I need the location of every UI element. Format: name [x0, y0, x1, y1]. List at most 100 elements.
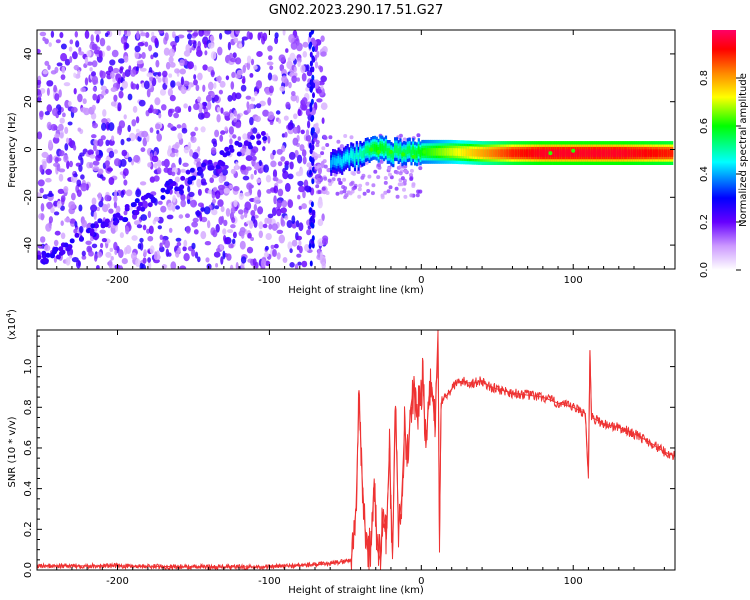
noise-blob [106, 167, 113, 172]
noise-blob [153, 162, 158, 169]
noise-blob [296, 253, 302, 258]
noise-blob [232, 134, 237, 139]
noise-blob [79, 152, 85, 157]
signal-band [479, 151, 482, 155]
noise-vertical-blob [308, 142, 312, 149]
snr-xtick-label: 100 [564, 576, 583, 587]
noise-blob [100, 85, 107, 91]
signal-band [632, 151, 635, 155]
halo-blob [350, 189, 355, 194]
colorbar-axes: 0.0 0.2 0.4 0.6 0.8 [699, 70, 741, 278]
noise-blob [281, 200, 288, 208]
noise-vertical-blob [308, 186, 312, 193]
noise-blob [254, 115, 261, 123]
noise-blob [147, 235, 154, 242]
signal-band [421, 150, 424, 154]
noise-streak-blob [134, 198, 140, 204]
noise-blob [76, 259, 81, 269]
noise-blob [139, 181, 147, 186]
noise-blob [162, 238, 166, 245]
noise-blob [147, 210, 152, 219]
noise-blob [95, 149, 100, 156]
noise-blob [264, 245, 269, 251]
noise-blob [137, 243, 142, 250]
noise-blob [135, 189, 142, 198]
noise-blob [208, 81, 214, 91]
noise-blob [73, 144, 77, 151]
noise-blob [157, 167, 162, 175]
halo-blob [328, 135, 333, 140]
noise-streak-blob [123, 217, 129, 223]
signal-band [497, 151, 501, 155]
snr-axes: -200 -100 0 100 0.0 0.2 0.4 0.6 0.8 1.0 [23, 330, 675, 587]
signal-band [600, 151, 603, 155]
noise-vertical-blob [312, 217, 316, 224]
noise-blob [69, 160, 73, 168]
noise-blob [269, 120, 274, 125]
signal-band [428, 150, 431, 154]
noise-blob [97, 168, 104, 175]
noise-blob [246, 246, 254, 254]
noise-blob [120, 158, 127, 167]
noise-blob [313, 81, 320, 89]
noise-blob [109, 247, 114, 252]
noise-blob [147, 261, 152, 269]
halo-blob [338, 181, 343, 185]
signal-band [528, 151, 532, 155]
halo-blob [386, 189, 391, 194]
noise-blob [161, 160, 165, 166]
noise-blob [159, 246, 165, 253]
noise-blob [161, 104, 167, 111]
noise-blob [159, 234, 163, 240]
noise-blob [80, 182, 88, 192]
noise-streak-blob [237, 142, 243, 148]
noise-streak-blob [115, 212, 121, 218]
noise-blob [130, 69, 137, 77]
noise-blob [218, 175, 224, 184]
halo-blob [416, 189, 421, 194]
noise-blob [39, 187, 44, 194]
noise-blob [136, 30, 140, 40]
noise-blob [93, 211, 97, 220]
noise-blob [68, 46, 73, 52]
noise-blob [191, 242, 196, 250]
signal-band [383, 147, 386, 151]
noise-blob [114, 249, 118, 256]
noise-blob [166, 214, 174, 220]
noise-blob [50, 30, 55, 38]
noise-blob [46, 154, 52, 164]
noise-blob [213, 82, 217, 89]
noise-streak-blob [224, 146, 230, 152]
signal-band [355, 151, 358, 155]
noise-blob [280, 207, 287, 214]
noise-blob [253, 203, 258, 212]
signal-band [410, 151, 413, 156]
noise-vertical-blob [309, 260, 313, 267]
noise-vertical-blob [309, 60, 313, 67]
noise-blob [282, 257, 288, 263]
signal-band [594, 151, 597, 155]
noise-blob [188, 105, 192, 113]
noise-vertical-blob [309, 207, 312, 214]
noise-blob [176, 124, 182, 129]
noise-blob [157, 71, 162, 77]
noise-blob [194, 126, 199, 132]
noise-blob [111, 49, 119, 58]
noise-blob [297, 108, 301, 117]
noise-blob [212, 198, 216, 204]
noise-blob [202, 64, 208, 71]
noise-blob [276, 252, 281, 260]
signal-band [503, 151, 506, 155]
signal-band [532, 151, 535, 155]
halo-blob [416, 133, 421, 138]
noise-streak-blob [147, 202, 153, 208]
signal-band [629, 151, 632, 155]
noise-vertical-blob [309, 86, 313, 93]
halo-blob [351, 186, 356, 191]
signal-band [463, 150, 466, 154]
signal-band [558, 151, 561, 155]
noise-blob [168, 48, 175, 58]
noise-blob [267, 111, 275, 121]
noise-blob [42, 36, 46, 42]
halo-blob [325, 143, 330, 147]
